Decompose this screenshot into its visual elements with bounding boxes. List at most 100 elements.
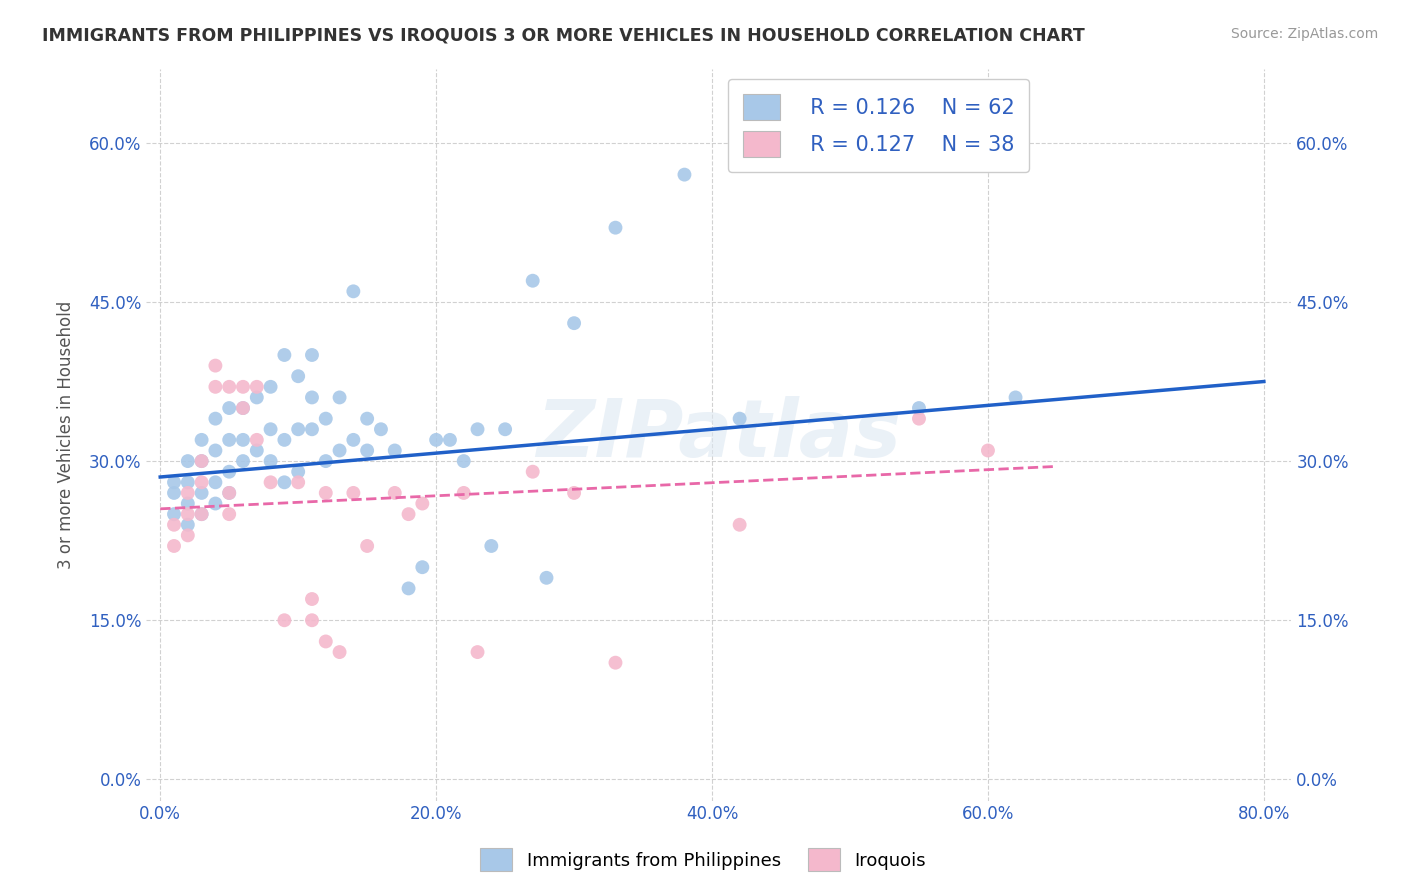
Point [218,380,240,394]
Point [562,316,585,330]
Point [190,475,212,490]
Point [259,422,281,436]
Point [177,507,200,521]
Point [259,475,281,490]
Point [259,380,281,394]
Point [605,220,627,235]
Point [232,380,254,394]
Point [356,443,378,458]
Point [232,454,254,468]
Point [163,539,186,553]
Point [163,517,186,532]
Point [287,422,309,436]
Point [384,443,406,458]
Point [232,401,254,415]
Text: ZIPatlas: ZIPatlas [537,395,901,474]
Point [453,454,475,468]
Point [522,274,544,288]
Point [342,285,364,299]
Point [204,443,226,458]
Point [204,475,226,490]
Point [398,507,420,521]
Point [273,348,295,362]
Text: IMMIGRANTS FROM PHILIPPINES VS IROQUOIS 3 OR MORE VEHICLES IN HOUSEHOLD CORRELAT: IMMIGRANTS FROM PHILIPPINES VS IROQUOIS … [42,27,1085,45]
Point [315,634,337,648]
Point [204,359,226,373]
Point [190,507,212,521]
Point [315,486,337,500]
Point [246,380,269,394]
Point [232,401,254,415]
Point [728,517,751,532]
Point [301,592,323,607]
Point [398,582,420,596]
Point [425,433,447,447]
Point [536,571,558,585]
Point [177,497,200,511]
Point [177,454,200,468]
Point [977,443,1000,458]
Point [218,465,240,479]
Point [273,475,295,490]
Point [301,613,323,627]
Point [190,507,212,521]
Point [177,486,200,500]
Point [453,486,475,500]
Point [908,401,931,415]
Point [342,433,364,447]
Point [163,507,186,521]
Point [522,465,544,479]
Point [287,369,309,384]
Point [177,517,200,532]
Point [218,507,240,521]
Point [273,613,295,627]
Point [356,411,378,425]
Point [467,422,489,436]
Point [1004,391,1026,405]
Point [163,486,186,500]
Point [204,380,226,394]
Point [301,422,323,436]
Point [479,539,502,553]
Y-axis label: 3 or more Vehicles in Household: 3 or more Vehicles in Household [58,301,75,569]
Point [287,475,309,490]
Point [246,443,269,458]
Point [259,454,281,468]
Point [246,391,269,405]
Point [190,454,212,468]
Point [329,645,352,659]
Point [342,486,364,500]
Point [273,433,295,447]
Point [315,411,337,425]
Point [494,422,516,436]
Point [204,497,226,511]
Point [190,454,212,468]
Point [605,656,627,670]
Point [190,433,212,447]
Point [728,411,751,425]
Point [246,433,269,447]
Legend:   R = 0.126    N = 62,   R = 0.127    N = 38: R = 0.126 N = 62, R = 0.127 N = 38 [728,78,1029,172]
Point [384,486,406,500]
Point [329,391,352,405]
Point [232,433,254,447]
Point [370,422,392,436]
Point [177,528,200,542]
Point [301,391,323,405]
Point [287,465,309,479]
Point [411,497,433,511]
Point [439,433,461,447]
Point [411,560,433,574]
Point [315,454,337,468]
Point [329,443,352,458]
Point [177,475,200,490]
Point [218,486,240,500]
Point [218,433,240,447]
Point [190,486,212,500]
Point [673,168,696,182]
Point [467,645,489,659]
Point [218,401,240,415]
Point [562,486,585,500]
Text: Source: ZipAtlas.com: Source: ZipAtlas.com [1230,27,1378,41]
Point [218,486,240,500]
